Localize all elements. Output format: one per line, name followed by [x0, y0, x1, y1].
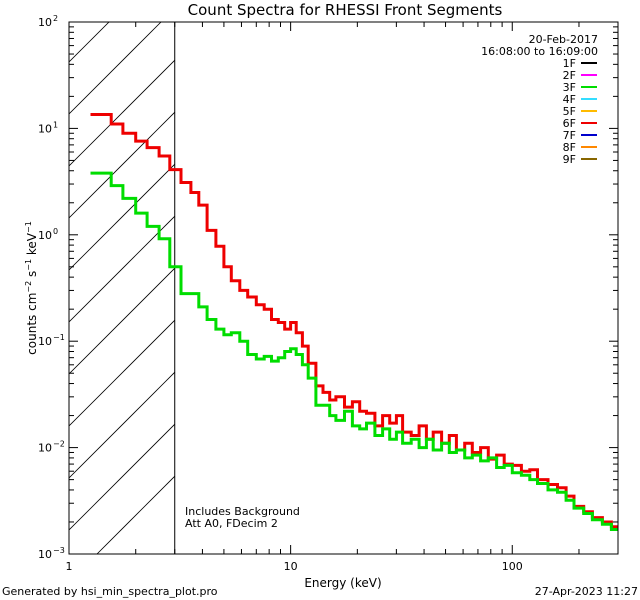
y-tick-exponent: −2	[53, 440, 65, 449]
footer-timestamp: 27-Apr-2023 11:27	[535, 585, 638, 598]
y-tick-exponent: −1	[53, 333, 65, 342]
plot-frame	[68, 21, 619, 555]
x-axis-label: Energy (keV)	[304, 576, 381, 590]
hatch-line	[69, 215, 175, 323]
legend-time-range: 16:08:00 to 16:09:00	[481, 45, 598, 58]
y-tick-label: 10	[38, 122, 52, 135]
legend: 20-Feb-2017 16:08:00 to 16:09:00 1F2F3F4…	[481, 33, 598, 166]
hatched-region	[69, 22, 175, 554]
y-tick-exponent: 1	[53, 120, 58, 129]
legend-label-1F: 1F	[563, 57, 576, 70]
y-tick-label: 10	[38, 548, 52, 561]
footer-generated-by: Generated by hsi_min_spectra_plot.pro	[2, 585, 218, 598]
y-axis-label: counts cm−2 s−1 keV−1	[24, 221, 39, 355]
legend-label-8F: 8F	[563, 141, 576, 154]
annotation-background: Includes Background	[185, 505, 300, 518]
legend-label-6F: 6F	[563, 117, 576, 130]
x-tick-labels: 1 10 100	[66, 560, 523, 573]
hatch-line	[69, 423, 175, 531]
legend-label-9F: 9F	[563, 153, 576, 166]
hatch-line	[69, 111, 175, 219]
y-tick-label: 10	[38, 16, 52, 29]
legend-label-7F: 7F	[563, 129, 576, 142]
series-group	[90, 113, 618, 531]
annotation-attenuator: Att A0, FDecim 2	[185, 517, 278, 530]
legend-label-2F: 2F	[563, 69, 576, 82]
legend-label-3F: 3F	[563, 81, 576, 94]
hatch-line	[69, 59, 175, 167]
legend-label-4F: 4F	[563, 93, 576, 106]
x-tick-label: 100	[502, 560, 523, 573]
axis-ticks	[68, 21, 619, 555]
series-line-6F	[90, 113, 618, 529]
legend-label-5F: 5F	[563, 105, 576, 118]
hatch-line	[69, 371, 175, 479]
chart-title: Count Spectra for RHESSI Front Segments	[188, 1, 503, 19]
series-line-3F	[90, 171, 618, 531]
y-tick-exponent: 2	[53, 14, 58, 23]
hatch-line	[69, 319, 175, 427]
x-tick-label: 1	[66, 560, 73, 573]
legend-date: 20-Feb-2017	[529, 33, 598, 46]
hatch-line	[69, 267, 175, 375]
y-tick-label: 10	[38, 229, 52, 242]
y-tick-label: 10	[38, 335, 52, 348]
y-tick-exponent: 0	[53, 227, 58, 236]
x-tick-label: 10	[284, 560, 298, 573]
y-tick-exponent: −3	[53, 546, 65, 555]
hatch-line	[96, 475, 175, 554]
y-tick-label: 10	[38, 442, 52, 455]
